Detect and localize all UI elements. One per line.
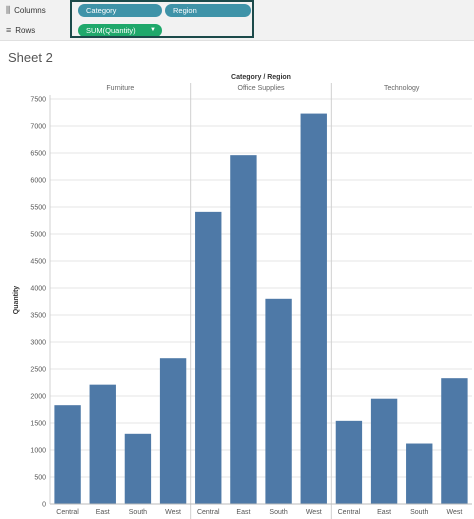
y-tick-label: 4500 xyxy=(30,259,46,266)
x-tick-label: East xyxy=(96,509,110,516)
columns-shelf-label: ⫼ Columns xyxy=(6,5,46,16)
y-tick-label: 7500 xyxy=(30,97,46,104)
bar-furniture-east xyxy=(89,384,116,504)
columns-icon: ⫼ xyxy=(6,5,11,15)
sum-quantity-label: SUM(Quantity) xyxy=(86,26,136,35)
rows-label-text: Rows xyxy=(15,25,36,35)
y-tick-label: 6500 xyxy=(30,151,46,158)
y-tick-label: 2000 xyxy=(30,394,46,401)
y-tick-label: 5000 xyxy=(30,232,46,239)
y-tick-label: 1500 xyxy=(30,421,46,428)
bar-office-supplies-east xyxy=(230,155,257,504)
y-tick-label: 6000 xyxy=(30,178,46,185)
y-tick-label: 2500 xyxy=(30,367,46,374)
y-tick-label: 500 xyxy=(34,475,46,482)
rows-shelf-label: ≡ Rows xyxy=(6,25,35,35)
panel-header: Office Supplies xyxy=(238,85,285,92)
bar-technology-south xyxy=(406,443,433,504)
y-tick-label: 3500 xyxy=(30,313,46,320)
bar-furniture-south xyxy=(124,433,152,504)
columns-label-text: Columns xyxy=(14,6,46,15)
y-tick-label: 5500 xyxy=(30,205,46,212)
bar-office-supplies-west xyxy=(300,113,327,504)
y-tick-label: 4000 xyxy=(30,286,46,293)
bar-technology-west xyxy=(441,378,468,504)
bar-technology-east xyxy=(370,398,398,504)
sheet-title: Sheet 2 xyxy=(8,50,53,65)
bar-office-supplies-central xyxy=(195,211,222,505)
y-tick-label: 0 xyxy=(42,502,46,509)
dropdown-caret-icon[interactable]: ▼ xyxy=(150,27,156,33)
x-tick-label: West xyxy=(447,509,463,516)
x-tick-label: South xyxy=(410,509,428,516)
bar-technology-central xyxy=(335,420,363,504)
sum-quantity-pill[interactable]: SUM(Quantity) ▼ xyxy=(78,24,162,37)
panel-header: Technology xyxy=(384,85,420,92)
y-tick-label: 7000 xyxy=(30,124,46,131)
region-pill[interactable]: Region xyxy=(165,4,251,17)
bar-furniture-central xyxy=(54,405,81,504)
x-tick-label: Central xyxy=(338,509,361,516)
x-tick-label: South xyxy=(269,509,287,516)
x-tick-label: South xyxy=(129,509,147,516)
y-axis-label: Quantity xyxy=(13,286,20,314)
panel-header: Furniture xyxy=(106,85,134,92)
x-tick-label: West xyxy=(306,509,322,516)
y-tick-label: 1000 xyxy=(30,448,46,455)
x-tick-label: East xyxy=(236,509,250,516)
chart-title: Category / Region xyxy=(231,74,291,81)
x-tick-label: East xyxy=(377,509,391,516)
x-tick-label: Central xyxy=(56,509,79,516)
y-tick-label: 3000 xyxy=(30,340,46,347)
rows-icon: ≡ xyxy=(6,25,12,35)
bar-furniture-west xyxy=(159,358,187,504)
bar-office-supplies-south xyxy=(265,298,292,504)
shelf-highlight-box xyxy=(70,0,254,38)
x-tick-label: West xyxy=(165,509,181,516)
category-pill[interactable]: Category xyxy=(78,4,162,17)
x-tick-label: Central xyxy=(197,509,220,516)
